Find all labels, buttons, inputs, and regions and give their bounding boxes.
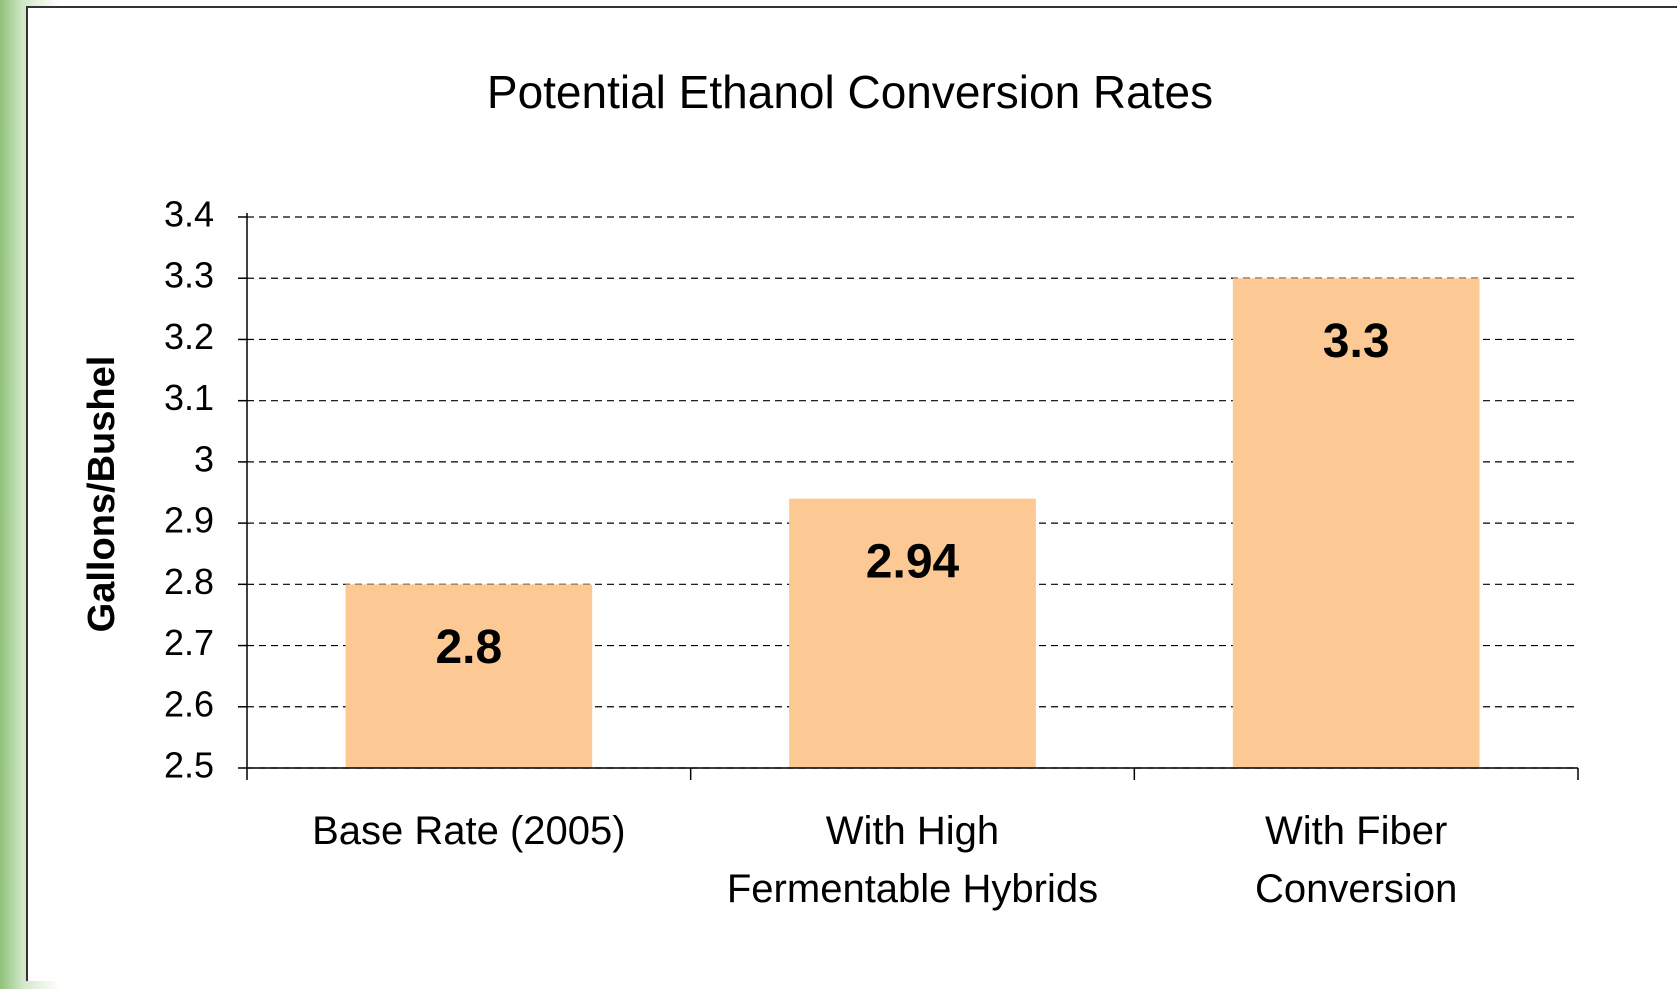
y-tick-label: 3 — [194, 438, 214, 479]
chart-title: Potential Ethanol Conversion Rates — [487, 66, 1213, 118]
y-tick-label: 3.2 — [164, 316, 214, 357]
value-label: 2.94 — [866, 535, 960, 588]
y-tick-label: 2.6 — [164, 683, 214, 724]
y-tick-label: 2.7 — [164, 622, 214, 663]
x-tick-label: With Fiber Conversion — [1254, 809, 1458, 911]
bar — [345, 584, 593, 768]
bar — [1232, 278, 1480, 768]
y-tick-label: 2.8 — [164, 561, 214, 602]
x-tick-label: Base Rate (2005) — [312, 809, 626, 853]
y-tick-label: 2.9 — [164, 500, 214, 541]
y-axis-label: Gallons/Bushel — [81, 356, 123, 633]
y-tick-label: 3.4 — [164, 194, 214, 235]
value-label: 2.8 — [435, 621, 502, 674]
x-tick-label: With High Fermentable Hybrids — [726, 809, 1099, 911]
bar — [789, 498, 1036, 768]
y-tick-label: 2.5 — [164, 745, 214, 786]
value-label: 3.3 — [1323, 315, 1390, 368]
y-tick-label: 3.3 — [164, 255, 214, 296]
y-tick-label: 3.1 — [164, 377, 214, 418]
